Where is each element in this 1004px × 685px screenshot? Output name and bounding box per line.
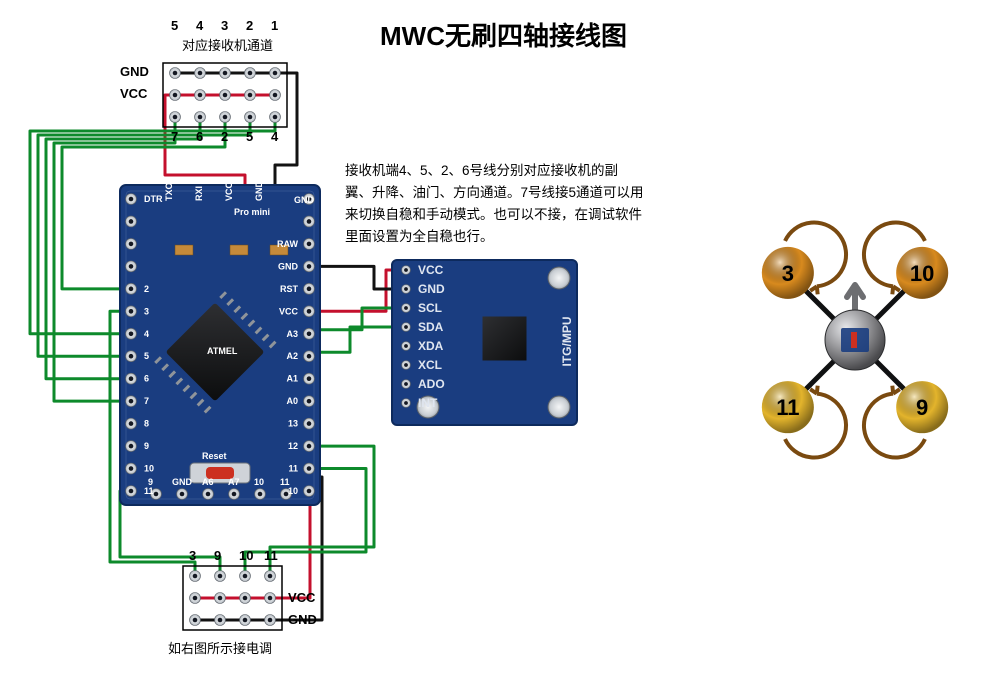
svg-text:INT: INT <box>418 396 438 410</box>
svg-text:A2: A2 <box>286 351 298 361</box>
wiring-svg: ATMELResetRAWGNDRSTVCCA3A2A1A01312111023… <box>0 0 1004 685</box>
svg-text:9: 9 <box>144 441 149 451</box>
svg-text:ADO: ADO <box>418 377 445 391</box>
svg-text:6: 6 <box>144 374 149 384</box>
svg-text:RST: RST <box>280 284 299 294</box>
svg-text:10: 10 <box>254 477 264 487</box>
svg-text:Reset: Reset <box>202 451 227 461</box>
svg-text:A7: A7 <box>228 477 240 487</box>
svg-text:11: 11 <box>288 464 298 474</box>
svg-text:A0: A0 <box>286 396 298 406</box>
svg-text:8: 8 <box>144 419 149 429</box>
svg-text:3: 3 <box>144 306 149 316</box>
svg-text:A6: A6 <box>202 477 214 487</box>
svg-text:VCC: VCC <box>279 306 299 316</box>
svg-text:9: 9 <box>916 395 928 420</box>
svg-text:TXO: TXO <box>164 182 174 201</box>
svg-text:SDA: SDA <box>418 320 444 334</box>
svg-text:9: 9 <box>148 477 153 487</box>
svg-text:11: 11 <box>776 395 799 420</box>
svg-text:12: 12 <box>288 441 298 451</box>
svg-text:GND: GND <box>254 181 264 202</box>
svg-text:XCL: XCL <box>418 358 442 372</box>
diagram-canvas: MWC无刷四轴接线图 接收机端4、5、2、6号线分别对应接收机的副翼、升降、油门… <box>0 0 1004 685</box>
svg-text:ATMEL: ATMEL <box>207 346 238 356</box>
svg-text:GND: GND <box>172 477 193 487</box>
svg-text:5: 5 <box>144 351 149 361</box>
svg-text:Pro mini: Pro mini <box>234 207 270 217</box>
svg-text:10: 10 <box>144 464 154 474</box>
svg-text:4: 4 <box>144 329 149 339</box>
svg-text:GND: GND <box>418 282 445 296</box>
svg-text:11: 11 <box>144 486 154 496</box>
svg-text:VCC: VCC <box>224 181 234 201</box>
svg-text:VCC: VCC <box>418 263 444 277</box>
diagram-title: MWC无刷四轴接线图 <box>380 16 627 53</box>
svg-text:RAW: RAW <box>277 239 299 249</box>
svg-text:GND: GND <box>278 261 299 271</box>
description-text: 接收机端4、5、2、6号线分别对应接收机的副翼、升降、油门、方向通道。7号线接5… <box>345 160 645 248</box>
svg-text:10: 10 <box>288 486 298 496</box>
svg-text:2: 2 <box>144 284 149 294</box>
svg-text:A3: A3 <box>286 329 298 339</box>
svg-text:3: 3 <box>782 261 794 286</box>
svg-text:A1: A1 <box>286 374 298 384</box>
svg-text:ITG/MPU: ITG/MPU <box>560 317 574 367</box>
svg-text:DTR: DTR <box>144 194 163 204</box>
svg-text:7: 7 <box>144 396 149 406</box>
svg-text:XDA: XDA <box>418 339 444 353</box>
svg-text:GND: GND <box>294 195 315 205</box>
svg-text:SCL: SCL <box>418 301 442 315</box>
svg-text:10: 10 <box>910 261 934 286</box>
svg-text:13: 13 <box>288 419 298 429</box>
svg-text:11: 11 <box>280 477 290 487</box>
svg-text:RXI: RXI <box>194 186 204 201</box>
